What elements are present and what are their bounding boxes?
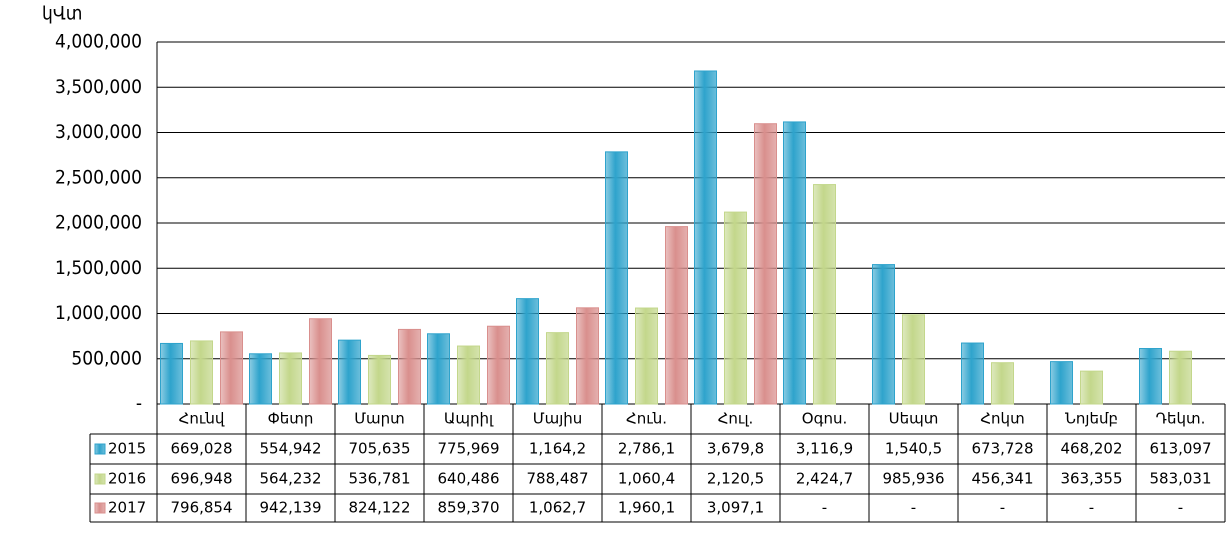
legend-label: 2017 (108, 499, 146, 517)
bar (546, 332, 569, 405)
table-value: - (1089, 499, 1094, 517)
table-value: 554,942 (259, 440, 321, 458)
bar (368, 354, 391, 405)
bar (605, 151, 628, 405)
table-value: 775,969 (437, 440, 499, 458)
bar (783, 121, 806, 405)
table-value: 3,679,8 (707, 440, 764, 458)
x-tick-label: Հուլ. (718, 410, 754, 428)
bar (991, 362, 1014, 405)
bar (338, 339, 361, 405)
table-value: 456,341 (971, 470, 1033, 488)
table-value: 1,164,2 (529, 440, 586, 458)
table-value: 2,120,5 (707, 470, 764, 488)
y-tick-label: - (136, 393, 142, 415)
table-value: 2,786,1 (618, 440, 675, 458)
legend-swatch (94, 473, 106, 485)
bar (1080, 370, 1103, 405)
table-value: 564,232 (259, 470, 321, 488)
table-value: 3,097,1 (707, 499, 764, 517)
bar (457, 345, 480, 405)
y-axis-label: կՎտ (42, 3, 82, 25)
bar (190, 340, 213, 405)
table-value: 696,948 (170, 470, 232, 488)
table-value: 583,031 (1149, 470, 1211, 488)
legend-label: 2015 (108, 440, 146, 458)
y-tick-label: 3,500,000 (55, 76, 142, 98)
x-tick-label: Դեկտ. (1156, 410, 1206, 428)
bar (724, 211, 747, 405)
x-tick-label: Սեպտ (889, 410, 939, 428)
table-value: 613,097 (1149, 440, 1211, 458)
x-tick-label: Ապրիլ (444, 410, 494, 428)
y-tick-label: 2,000,000 (55, 212, 142, 234)
bar (160, 342, 183, 405)
table-value: 824,122 (348, 499, 410, 517)
bar (635, 307, 658, 405)
bar (872, 264, 895, 405)
x-tick-label: Մարտ (354, 410, 405, 428)
table-value: 859,370 (437, 499, 499, 517)
x-tick-label: Մայիս (533, 410, 583, 428)
table-value: 942,139 (259, 499, 321, 517)
table-value: 536,781 (348, 470, 410, 488)
bar (902, 314, 925, 405)
table-value: 673,728 (971, 440, 1033, 458)
x-tick-label: Հուն. (626, 410, 667, 428)
table-value: 985,936 (882, 470, 944, 488)
legend-label: 2016 (108, 470, 146, 488)
table-value: 3,116,9 (796, 440, 853, 458)
x-tick-label: Հոկտ (980, 410, 1024, 428)
bar (665, 226, 688, 405)
table-value: - (1178, 499, 1183, 517)
bar (279, 352, 302, 405)
table-value: 669,028 (170, 440, 232, 458)
table-value: 2,424,7 (796, 470, 853, 488)
y-tick-label: 1,500,000 (55, 257, 142, 279)
y-tick-label: 3,000,000 (55, 121, 142, 143)
bar (487, 325, 510, 405)
table-value: - (822, 499, 827, 517)
x-tick-label: Հունվ (179, 410, 225, 428)
y-tick-label: 4,000,000 (55, 31, 142, 53)
x-tick-label: Փետր (268, 410, 314, 428)
table-value: - (1000, 499, 1005, 517)
y-tick-label: 2,500,000 (55, 166, 142, 188)
legend-swatch (94, 502, 106, 514)
legend-swatch (94, 443, 106, 455)
table-value: - (911, 499, 916, 517)
bar (427, 333, 450, 405)
table-value: 796,854 (170, 499, 232, 517)
bar (398, 328, 421, 405)
table-value: 1,960,1 (618, 499, 675, 517)
bar (576, 307, 599, 405)
table-value: 640,486 (437, 470, 499, 488)
table-value: 788,487 (526, 470, 588, 488)
y-tick-label: 500,000 (71, 347, 142, 369)
bar (1169, 350, 1192, 405)
bar (961, 342, 984, 405)
table-value: 468,202 (1060, 440, 1122, 458)
bar (309, 318, 332, 405)
table-value: 705,635 (348, 440, 410, 458)
table-value: 1,540,5 (885, 440, 942, 458)
bar (1050, 361, 1073, 405)
bar (813, 184, 836, 405)
table-value: 363,355 (1060, 470, 1122, 488)
bar (220, 331, 243, 405)
y-tick-label: 1,000,000 (55, 302, 142, 324)
x-tick-label: Նոյեմբ (1065, 410, 1118, 428)
table-value: 1,062,7 (529, 499, 586, 517)
table-value: 1,060,4 (618, 470, 675, 488)
bar (1139, 348, 1162, 405)
x-tick-label: Օգոս. (802, 410, 847, 428)
bar (516, 298, 539, 405)
bar (694, 70, 717, 405)
bar (754, 123, 777, 405)
bar (249, 353, 272, 405)
